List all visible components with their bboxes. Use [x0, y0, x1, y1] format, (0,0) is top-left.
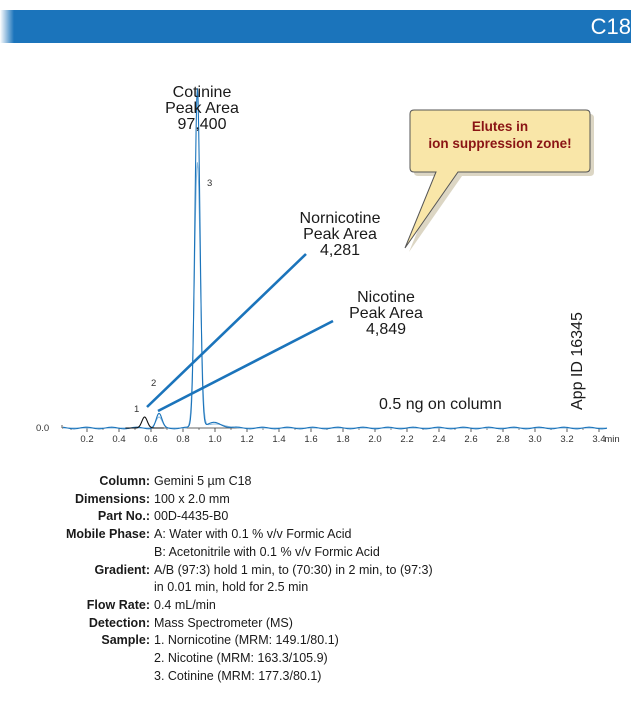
- x-tick-label: 1.2: [240, 434, 253, 445]
- x-tick-label: 0.6: [144, 434, 157, 445]
- condition-row: Flow Rate: 0.4 mL/min: [40, 597, 600, 615]
- peak-number-2: 2: [151, 378, 156, 389]
- method-conditions: Column: Gemini 5 µm C18 Dimensions: 100 x 2…: [40, 473, 600, 685]
- header-bar: C18: [0, 10, 631, 43]
- callout-bubble: [404, 109, 591, 249]
- condition-row: Sample: 1. Nornicotine (MRM: 149.1/80.1) 2…: [40, 632, 600, 685]
- condition-key: Dimensions:: [74, 491, 150, 506]
- condition-value: A: Water with 0.1 % v/v Formic Acid: [154, 527, 352, 542]
- condition-value: in 0.01 min, hold for 2.5 min: [154, 580, 309, 595]
- condition-key: Mobile Phase:: [65, 527, 150, 542]
- x-tick-label: 3.0: [528, 434, 541, 445]
- y-tick-label: 0.0: [36, 423, 49, 434]
- x-tick-label: 0.4: [112, 434, 125, 445]
- condition-values: 0.4 mL/min: [154, 597, 600, 615]
- condition-value: Gemini 5 µm C18: [154, 474, 252, 488]
- cotinine-label-line-2: 97,400: [178, 116, 227, 133]
- x-tick-label: 1.6: [304, 434, 317, 445]
- condition-value: 00D-4435-B0: [154, 509, 229, 524]
- condition-key: Flow Rate:: [86, 597, 150, 612]
- x-tick-label: 2.2: [400, 434, 413, 445]
- nornicotine-label-line-0: Nornicotine: [300, 210, 381, 227]
- condition-value: A/B (97:3) hold 1 min, to (70:30) in 2 m…: [154, 562, 433, 577]
- chromatogram-chart: 0.0 0.2 0.4 0.6 0.8 1.0 1.2 1.4 1.6 1.8 2.0 2.2 2.4 2…: [36, 84, 620, 445]
- condition-key: Detection:: [88, 615, 150, 630]
- condition-values: Mass Spectrometer (MS): [154, 615, 600, 633]
- trace-secondary: [63, 162, 607, 429]
- x-tick-label: 2.4: [432, 434, 445, 445]
- condition-key: Part No.:: [97, 509, 150, 524]
- callout-text-line-2: ion suppression zone!: [428, 136, 571, 151]
- condition-value: Mass Spectrometer (MS): [154, 615, 293, 630]
- condition-key: Column:: [99, 474, 150, 488]
- nornicotine-label-line-2: 4,281: [320, 242, 360, 259]
- nornicotine-label-line-1: Peak Area: [303, 226, 377, 243]
- nornicotine-pointer-line: [146, 253, 307, 408]
- x-tick-label: 1.8: [336, 434, 349, 445]
- peak-number-1: 1: [134, 404, 139, 415]
- condition-row: Column: Gemini 5 µm C18: [40, 473, 600, 491]
- x-tick-label: 1.4: [272, 434, 285, 445]
- condition-row: Part No.: 00D-4435-B0: [40, 508, 600, 526]
- condition-values: 100 x 2.0 mm: [154, 491, 600, 509]
- on-column-note: 0.5 ng on column: [379, 396, 502, 413]
- x-tick-label: 0.8: [176, 434, 189, 445]
- cotinine-label-line-1: Peak Area: [165, 100, 239, 117]
- axis-layer: 0.0 0.2 0.4 0.6 0.8 1.0 1.2 1.4 1.6 1.8 2.0 2.2 2.4 2…: [36, 423, 620, 445]
- x-tick-label: 2.0: [368, 434, 381, 445]
- x-tick-label: 3.2: [560, 434, 573, 445]
- peak-number-3: 3: [207, 178, 212, 189]
- condition-row: Mobile Phase: A: Water with 0.1 % v/v For…: [40, 526, 600, 561]
- condition-value: 1. Nornicotine (MRM: 149.1/80.1): [154, 633, 339, 648]
- condition-row: Gradient: A/B (97:3) hold 1 min, to (70:3…: [40, 562, 600, 597]
- x-tick-label: 3.4: [592, 434, 605, 445]
- condition-value: 0.4 mL/min: [154, 597, 216, 612]
- trace-nornicotine: [125, 416, 164, 429]
- condition-value: B: Acetonitrile with 0.1 % v/v Formic Ac…: [154, 544, 380, 559]
- x-tick-label: 2.8: [496, 434, 509, 445]
- x-axis-unit-label: min: [604, 434, 619, 445]
- condition-values: 00D-4435-B0: [154, 508, 600, 526]
- trace-layer: [62, 88, 608, 430]
- callout-text-line-1: Elutes in: [472, 119, 528, 134]
- trace-cotinine: [62, 88, 608, 430]
- x-tick-label: 0.2: [80, 434, 93, 445]
- app-id-label: App ID 16345: [569, 312, 586, 410]
- condition-values: A: Water with 0.1 % v/v Formic Acid B: Ac…: [154, 526, 600, 561]
- phase-badge: C18: [590, 14, 631, 39]
- condition-row: Dimensions: 100 x 2.0 mm: [40, 491, 600, 509]
- cotinine-label-line-0: Cotinine: [173, 84, 232, 101]
- condition-values: A/B (97:3) hold 1 min, to (70:30) in 2 m…: [154, 562, 600, 597]
- x-tick-label: 1.0: [208, 434, 221, 445]
- condition-row: Detection: Mass Spectrometer (MS): [40, 615, 600, 633]
- condition-value: 3. Cotinine (MRM: 177.3/80.1): [154, 668, 322, 683]
- condition-value: 2. Nicotine (MRM: 163.3/105.9): [154, 651, 328, 666]
- nicotine-label-line-1: Peak Area: [349, 305, 423, 322]
- x-tick-label: 2.6: [464, 434, 477, 445]
- condition-value: 100 x 2.0 mm: [154, 491, 230, 506]
- condition-values: Gemini 5 µm C18: [154, 473, 600, 491]
- condition-key: Sample:: [101, 633, 150, 648]
- nicotine-label-line-2: 4,849: [366, 321, 406, 338]
- nicotine-label-line-0: Nicotine: [357, 289, 415, 306]
- nicotine-pointer-line: [157, 319, 334, 413]
- condition-key: Gradient:: [94, 562, 150, 577]
- condition-values: 1. Nornicotine (MRM: 149.1/80.1) 2. Nicot…: [154, 632, 600, 685]
- header-fade: [0, 10, 14, 43]
